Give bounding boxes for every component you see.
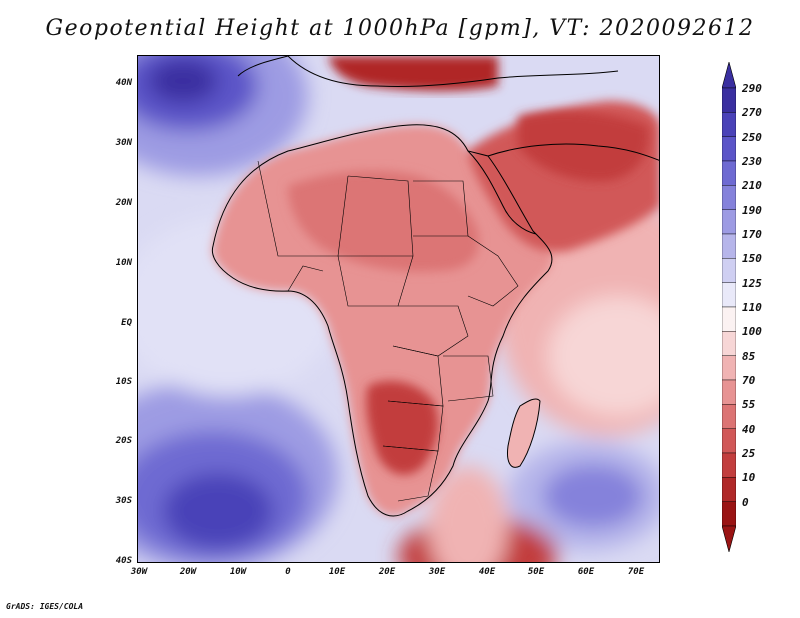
colorbar-segment [722,355,736,381]
colorbar-label: 270 [742,106,762,120]
lat-label-30n: 30N [115,138,132,148]
lat-label-10n: 10N [115,258,132,268]
country-borders [257,160,519,502]
colorbar-label: 110 [742,301,762,314]
colorbar-label: 190 [742,203,762,217]
colorbar-segment [722,452,736,478]
colorbar-segment [722,209,736,235]
colorbar-label: 0 [742,495,749,509]
lat-label-40n: 40N [115,78,132,88]
map-title: Geopotential Height at 1000hPa [gpm], VT… [45,16,755,41]
colorbar-bottom-arrow [722,525,736,552]
colorbar-label: 210 [742,179,762,193]
lon-label-70e: 70E [627,567,645,577]
colorbar-segment [722,404,736,429]
coastlines [211,56,659,517]
lon-label-10w: 10W [229,567,247,577]
colorbar-segment [722,185,736,210]
colorbar-label: 170 [742,228,762,241]
africa-landmass [212,56,659,516]
colorbar-segment [722,428,736,454]
colorbar-segment [722,160,736,186]
grads-credit: GrADS: IGES/COLA [6,602,84,611]
lon-label-40e: 40E [478,567,496,577]
colorbar-top-arrow [722,62,736,89]
colorbar-label: 290 [742,82,762,95]
lat-label-20s: 20S [115,436,132,446]
lon-label-30e: 30E [428,567,446,577]
field-shading [138,56,659,562]
lat-label-30s: 30S [115,496,132,506]
colorbar-label: 25 [742,447,756,460]
colorbar-segment [722,379,736,405]
lat-label-eq: EQ [121,318,132,328]
lon-label-10e: 10E [328,567,346,577]
lat-label-40s: 40S [115,556,132,566]
colorbar-segment [722,112,736,137]
colorbar [722,62,736,552]
colorbar-segment [722,501,736,527]
lon-label-20e: 20E [378,567,396,577]
colorbar-segment [722,136,736,162]
colorbar-label: 125 [742,276,762,290]
colorbar-label: 100 [742,325,762,339]
colorbar-label: 55 [742,398,756,412]
colorbar-label: 150 [742,252,762,266]
colorbar-label: 85 [742,349,756,363]
colorbar-label: 250 [742,130,762,144]
colorbar-label: 40 [742,422,756,436]
colorbar-segment [722,331,736,356]
colorbar-label: 230 [742,155,762,168]
colorbar-label: 70 [742,374,756,387]
colorbar-segment [722,87,736,113]
colorbar-segment [722,282,736,308]
lon-label-0: 0 [285,567,291,577]
lon-label-20w: 20W [179,567,197,577]
geopotential-field [138,56,659,562]
lat-label-20n: 20N [115,198,132,208]
lon-label-30w: 30W [130,567,148,577]
lon-label-50e: 50E [527,567,545,577]
lat-label-10s: 10S [115,377,132,387]
colorbar-segment [722,258,736,283]
map-plot-area [137,55,660,563]
colorbar-segment [722,477,736,502]
lon-label-60e: 60E [577,567,595,577]
colorbar-segment [722,233,736,259]
colorbar-label: 10 [742,471,756,485]
colorbar-segment [722,306,736,332]
